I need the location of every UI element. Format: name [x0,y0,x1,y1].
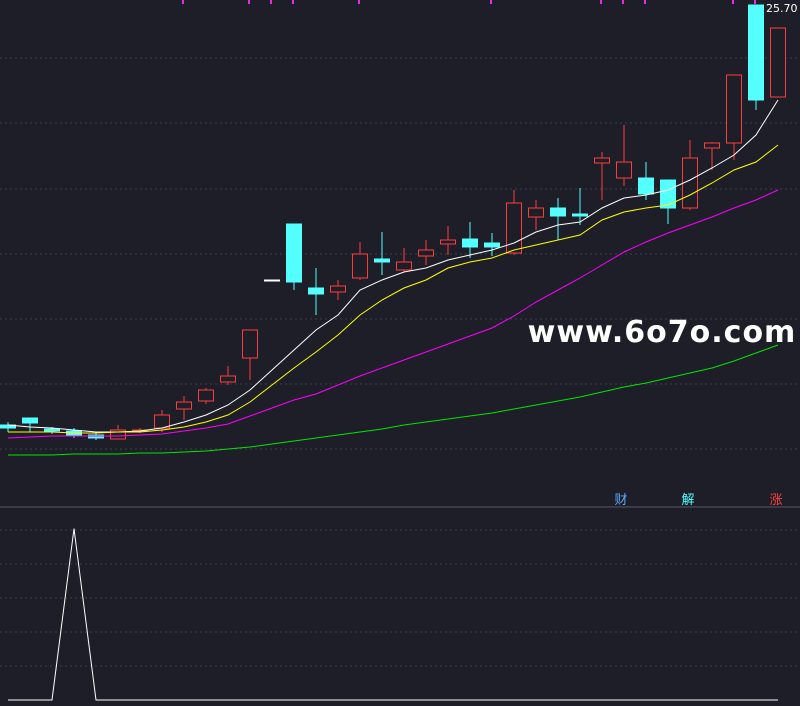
candle-body [726,74,742,144]
candle-body [572,213,588,217]
candle-body [198,389,214,402]
candle-body [704,142,720,149]
candle-body [110,429,126,440]
line [7,99,779,433]
candle-body [638,177,654,195]
candle-body [286,223,302,283]
candle-body [594,157,610,164]
watermark: www.6o7o.com [528,315,797,350]
candle-body [330,285,346,293]
candle-body [308,287,324,295]
candle-body [550,207,566,217]
candle-body [22,417,38,424]
candle-body [396,261,412,271]
candle-body [462,238,478,248]
candle-body [748,4,764,101]
marker: 财 [614,493,627,508]
candle-body [616,161,632,179]
line [8,344,779,456]
candle-body [264,279,280,282]
candle-body [352,253,368,279]
candle-body [44,428,60,432]
high-label: 25.70 [766,2,798,15]
line [7,189,779,439]
candle-body [374,258,390,263]
marker: 解 [681,493,694,508]
candle-body [220,375,236,383]
grid [0,57,800,667]
marker: 涨 [769,493,782,508]
candle-body [484,242,500,248]
event-ticks [182,0,756,4]
candle-body [418,249,434,257]
line [8,144,779,434]
candle-body [506,202,522,254]
candle-body [660,179,676,209]
candle-body [528,207,544,218]
candle-body [242,329,258,359]
candle-body [176,401,192,410]
candle-body [440,239,456,245]
candle-body [682,157,698,209]
candle-body [770,27,786,98]
line [8,528,778,701]
